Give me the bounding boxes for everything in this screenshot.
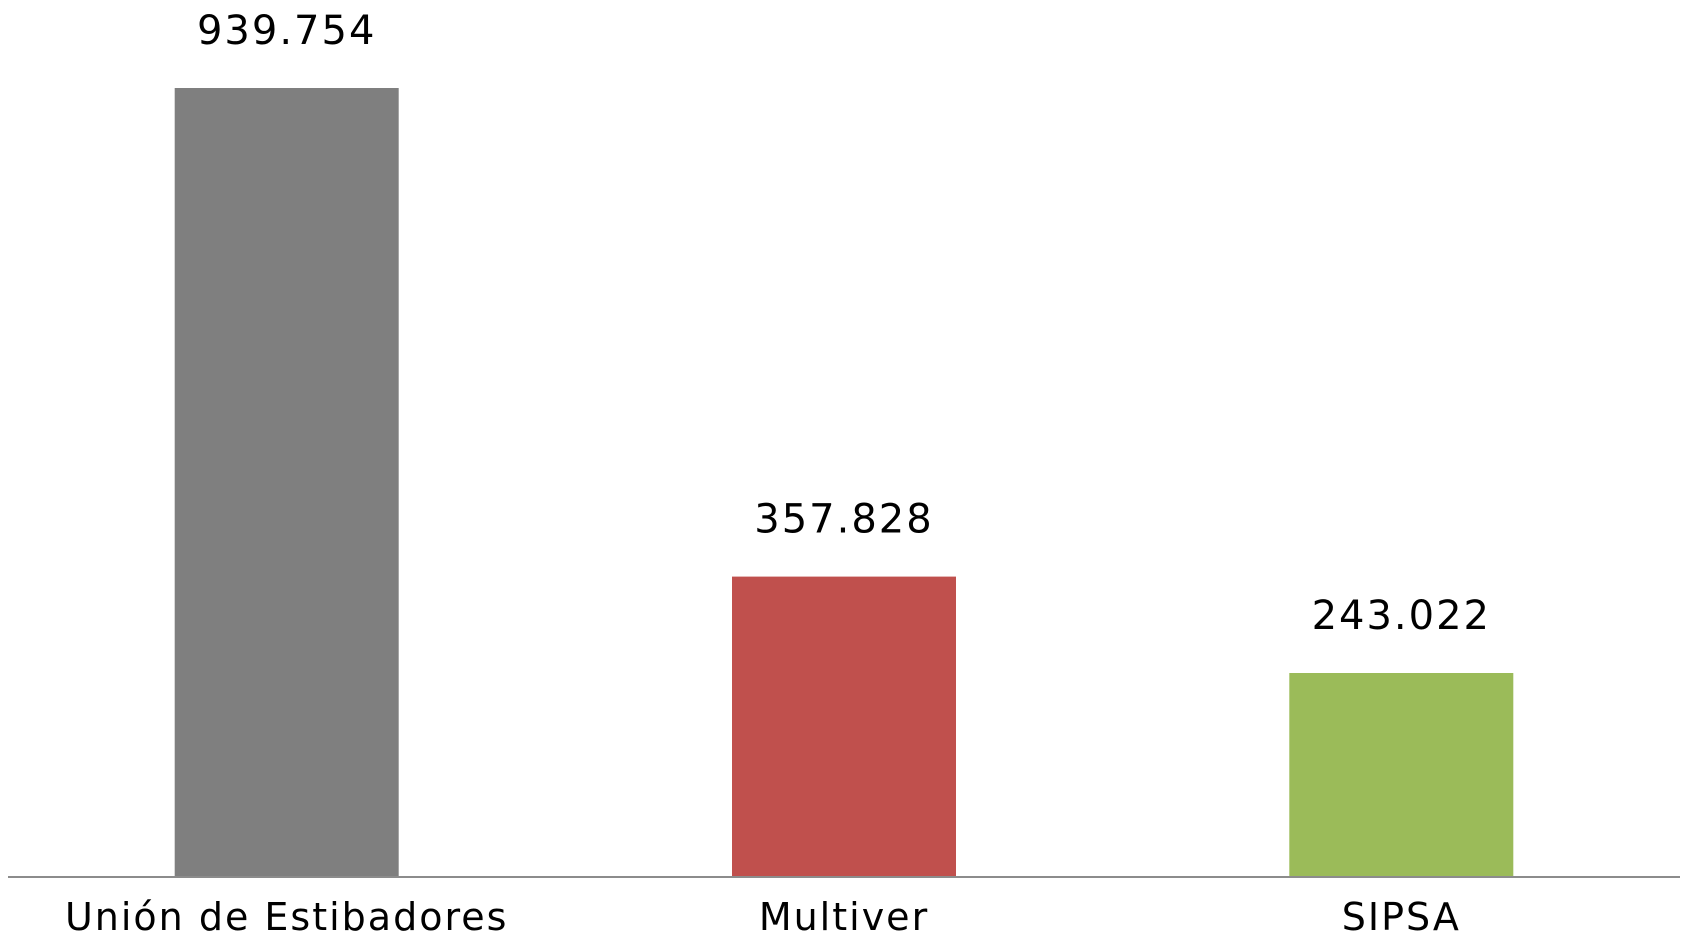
value-label-3: 243.022 [1312,593,1491,639]
bars-group [175,88,1514,877]
category-label-2: Multiver [759,895,929,939]
category-label-3: SIPSA [1342,895,1461,939]
value-label-1: 939.754 [197,8,376,54]
category-labels-group: Unión de Estibadores Multiver SIPSA [65,895,1461,939]
category-label-1: Unión de Estibadores [65,895,508,939]
bar-2 [732,577,956,877]
bar-1 [175,88,399,877]
bar-3 [1289,673,1513,877]
value-label-2: 357.828 [754,497,933,543]
